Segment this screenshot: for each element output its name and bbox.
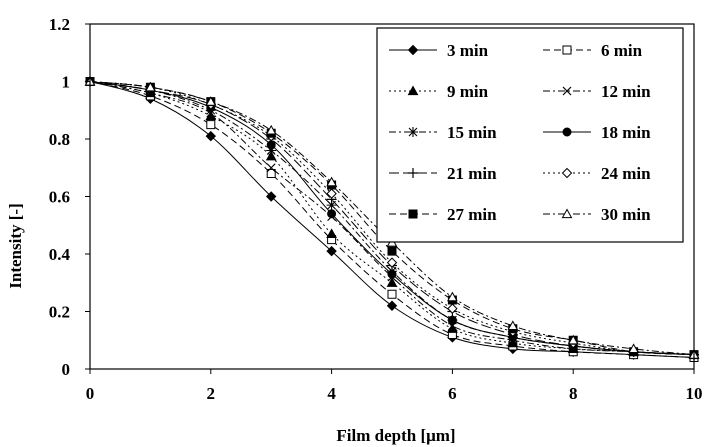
data-point (567, 334, 579, 345)
legend-marker (408, 209, 418, 219)
legend-label: 18 min (601, 123, 651, 142)
legend-item: 6 min (543, 41, 643, 60)
legend-label: 9 min (447, 82, 489, 101)
legend-label: 30 min (601, 205, 651, 224)
y-tick-label: 0.2 (49, 303, 70, 322)
x-tick-label: 10 (686, 384, 703, 403)
legend-marker (407, 44, 419, 56)
series-line (89, 81, 695, 358)
data-point (265, 150, 277, 161)
legend-label: 15 min (447, 123, 497, 142)
legend-item: 27 min (389, 205, 497, 224)
data-point (507, 320, 519, 330)
data-point (326, 176, 337, 187)
y-axis-title: Intensity [-] (6, 203, 25, 288)
axes: 0 2 4 6 8 10 0 0.2 0.4 0.6 0.8 1 1.2 (49, 15, 703, 403)
legend-label: 6 min (601, 41, 643, 60)
data-point (447, 291, 458, 302)
x-axis-title: Film depth [μm] (336, 426, 455, 445)
x-tick-label: 2 (207, 384, 216, 403)
data-point (326, 228, 337, 238)
data-point (386, 257, 398, 268)
data-point (387, 289, 397, 299)
x-tick-label: 6 (448, 384, 457, 403)
data-point (386, 277, 398, 287)
series-line (89, 81, 695, 356)
legend-box (376, 27, 684, 243)
x-tick-label: 0 (86, 384, 95, 403)
x-tick-label: 4 (327, 384, 336, 403)
data-point (327, 209, 337, 219)
data-point (447, 303, 458, 314)
series-line (89, 81, 695, 356)
x-tick-label: 8 (569, 384, 578, 403)
data-point (266, 145, 277, 156)
data-point (206, 120, 216, 130)
y-tick-label: 0.8 (49, 130, 70, 149)
legend-label: 21 min (447, 164, 497, 183)
legend-item: 21 min (389, 164, 497, 183)
legend-item: 18 min (543, 123, 651, 142)
legend-item: 30 min (543, 205, 651, 224)
data-point (266, 163, 276, 173)
legend-item: 9 min (389, 82, 489, 101)
y-tick-label: 0.6 (49, 188, 70, 207)
data-point (326, 200, 337, 211)
data-point (326, 188, 337, 199)
data-point (386, 300, 398, 311)
series-line (89, 81, 695, 358)
legend-marker (561, 167, 573, 179)
legend-item: 12 min (543, 82, 651, 101)
legend-marker (407, 85, 419, 96)
legend-label: 12 min (601, 82, 651, 101)
legend-marker (408, 168, 418, 178)
legend-marker (562, 127, 572, 137)
legend-item: 3 min (389, 41, 489, 60)
data-point (628, 343, 639, 353)
plot-area (84, 75, 700, 363)
legend-item: 24 min (543, 164, 651, 183)
series-line (89, 81, 695, 356)
legend-marker (561, 208, 573, 219)
data-point (205, 130, 217, 142)
legend: 3 min 6 min 9 min 12 min 15 min 18 min 21 min 2… (376, 27, 684, 243)
legend-label: 27 min (447, 205, 497, 224)
data-point (265, 191, 277, 202)
data-point (387, 269, 397, 279)
y-tick-label: 0 (62, 360, 71, 379)
data-point (447, 315, 457, 325)
legend-label: 3 min (447, 41, 489, 60)
legend-marker (562, 86, 572, 96)
y-tick-label: 1 (62, 73, 71, 92)
legend-marker (562, 45, 572, 55)
data-point (265, 124, 277, 135)
y-tick-label: 1.2 (49, 15, 70, 34)
data-point (266, 169, 276, 178)
legend-marker (408, 127, 418, 137)
data-point (145, 81, 156, 92)
legend-item: 15 min (389, 123, 497, 142)
y-tick-label: 0.4 (49, 245, 71, 264)
series-line (89, 81, 695, 356)
data-point (387, 246, 397, 256)
data-point (205, 96, 217, 106)
data-point (326, 245, 337, 257)
legend-label: 24 min (601, 164, 651, 183)
